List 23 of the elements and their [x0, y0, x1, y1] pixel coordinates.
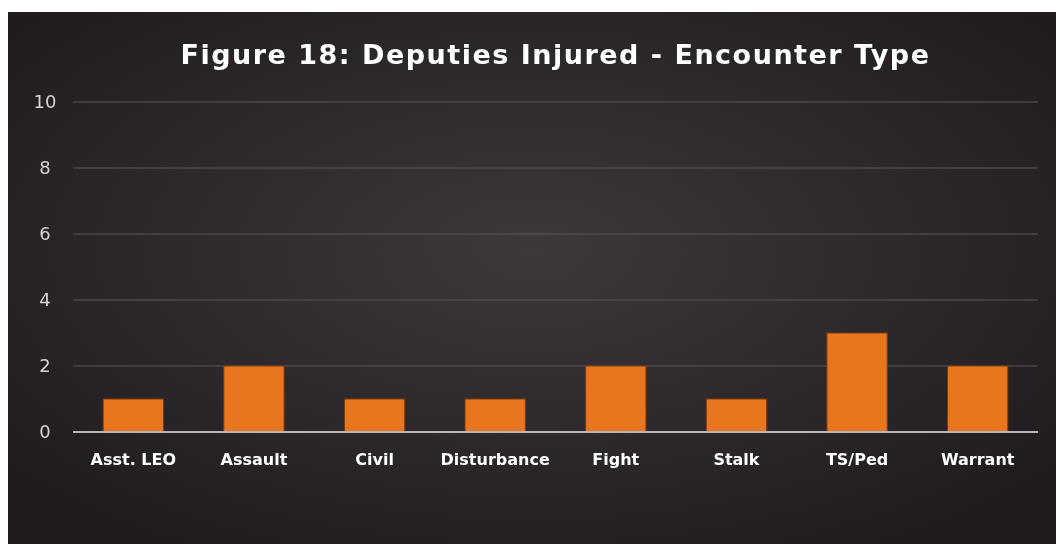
- x-tick-label: Warrant: [940, 450, 1015, 469]
- y-tick-label: 10: [33, 91, 57, 113]
- y-tick-label: 8: [39, 157, 51, 179]
- x-tick-label: Fight: [592, 450, 640, 469]
- bar: [464, 398, 526, 433]
- chart-title: Figure 18: Deputies Injured - Encounter Type: [180, 39, 931, 70]
- bar: [343, 398, 406, 433]
- x-tick-label: Civil: [355, 450, 394, 469]
- bar: [947, 365, 1009, 433]
- y-tick-label: 4: [39, 289, 51, 311]
- x-tick-label: Stalk: [713, 450, 760, 469]
- bar: [102, 398, 164, 433]
- x-tick-label: Asst. LEO: [90, 450, 177, 469]
- x-tick-label: Assault: [220, 450, 288, 469]
- y-tick-label: 2: [39, 355, 51, 377]
- bar: [705, 398, 768, 433]
- bar: [223, 365, 285, 433]
- x-tick-label: Disturbance: [440, 450, 550, 469]
- x-tick-label: TS/Ped: [825, 450, 889, 469]
- y-tick-label: 6: [39, 223, 51, 245]
- bar: [585, 365, 647, 433]
- bar: [826, 332, 888, 433]
- y-tick-label: 0: [39, 421, 51, 443]
